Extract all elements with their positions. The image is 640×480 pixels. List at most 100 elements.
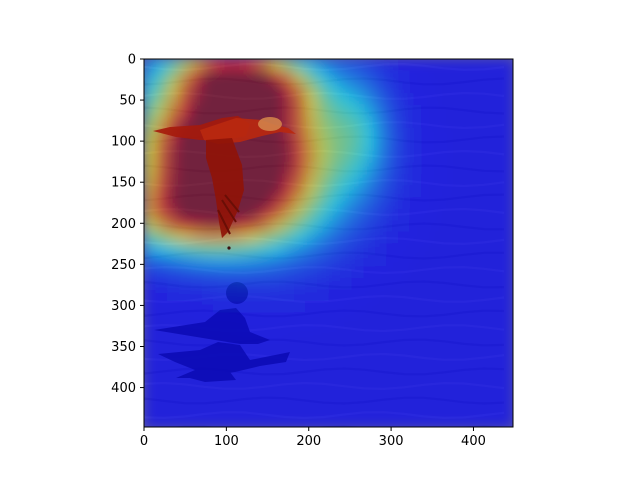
heat-cell: [489, 369, 503, 382]
heat-cell: [236, 231, 249, 244]
heat-cell: [363, 300, 376, 313]
heat-cell: [305, 404, 318, 417]
heat-cell: [178, 243, 192, 256]
heat-cell: [340, 197, 353, 210]
heat-cell: [466, 139, 480, 152]
heat-cell: [213, 277, 226, 290]
heat-cell: [190, 220, 203, 233]
heat-cell: [201, 254, 215, 267]
bird: [153, 116, 296, 250]
heat-cell: [144, 335, 157, 348]
heat-cell: [409, 358, 422, 371]
heat-cell: [351, 105, 365, 118]
heat-cell: [178, 335, 192, 348]
heat-cell: [201, 346, 215, 359]
heat-cell: [247, 404, 261, 417]
heat-cell: [236, 404, 249, 417]
heat-cell: [282, 82, 295, 95]
heat-cell: [420, 174, 434, 187]
heat-cell: [167, 139, 180, 152]
heat-cell: [270, 59, 284, 72]
heat-cell: [328, 404, 342, 417]
heat-cell: [386, 381, 399, 394]
heat-cell: [155, 415, 169, 427]
heat-cell: [466, 404, 480, 417]
heat-cell: [293, 381, 307, 394]
heat-cell: [305, 128, 318, 141]
heat-cell: [409, 312, 422, 325]
heat-cell: [282, 231, 295, 244]
heat-cell: [420, 277, 434, 290]
heat-cell: [455, 300, 468, 313]
heat-cell: [351, 312, 365, 325]
heat-cell: [489, 381, 503, 394]
heat-cell: [305, 162, 318, 175]
heat-cell: [316, 185, 330, 198]
heat-cell: [386, 82, 399, 95]
heat-cell: [489, 358, 503, 371]
heat-cell: [489, 346, 503, 359]
heat-cell: [247, 220, 261, 233]
heat-cell: [432, 277, 445, 290]
heat-cell: [397, 128, 411, 141]
heat-cell: [466, 254, 480, 267]
heat-cell: [443, 220, 457, 233]
heat-cell: [466, 231, 480, 244]
heat-cell: [328, 415, 342, 427]
heat-cell: [190, 289, 203, 302]
heat-cell: [432, 335, 445, 348]
heat-cell: [351, 415, 365, 427]
heat-cell: [259, 369, 272, 382]
heat-cell: [466, 415, 480, 427]
heat-cell: [201, 312, 215, 325]
heat-cell: [432, 220, 445, 233]
heat-cell: [501, 415, 513, 427]
heat-cell: [409, 266, 422, 279]
heat-cell: [374, 197, 388, 210]
y-tick-label: 250: [111, 258, 136, 273]
heat-cell: [201, 323, 215, 336]
heat-cell: [386, 162, 399, 175]
heat-cell: [259, 105, 272, 118]
heat-cell: [455, 392, 468, 405]
x-tick-label: 400: [461, 434, 486, 449]
heat-cell: [259, 82, 272, 95]
heat-cell: [386, 139, 399, 152]
heat-cell: [397, 254, 411, 267]
heat-cell: [293, 404, 307, 417]
heat-cell: [374, 369, 388, 382]
heat-cell: [270, 93, 284, 106]
heat-cell: [316, 93, 330, 106]
heat-cell: [247, 243, 261, 256]
heat-cell: [363, 151, 376, 164]
heat-cell: [155, 70, 169, 83]
heat-cell: [167, 300, 180, 313]
heat-cell: [351, 208, 365, 221]
heat-cell: [259, 381, 272, 394]
heat-cell: [466, 381, 480, 394]
heat-cell: [155, 197, 169, 210]
heat-cell: [270, 231, 284, 244]
heat-cell: [351, 300, 365, 313]
heat-cell: [201, 70, 215, 83]
heat-cell: [270, 415, 284, 427]
heat-cell: [293, 82, 307, 95]
heat-cell: [397, 381, 411, 394]
heat-cell: [224, 369, 238, 382]
heat-cell: [213, 59, 226, 72]
heat-cell: [466, 300, 480, 313]
heat-cell: [340, 289, 353, 302]
heat-cell: [501, 128, 513, 141]
heat-cell: [466, 369, 480, 382]
heat-cell: [328, 277, 342, 290]
heat-cell: [270, 346, 284, 359]
heat-cell: [432, 369, 445, 382]
heat-cell: [282, 220, 295, 233]
heat-cell: [305, 289, 318, 302]
heat-cell: [489, 392, 503, 405]
heat-cell: [167, 289, 180, 302]
heat-cell: [190, 82, 203, 95]
heat-cell: [328, 185, 342, 198]
heat-cell: [466, 151, 480, 164]
heat-cell: [386, 243, 399, 256]
